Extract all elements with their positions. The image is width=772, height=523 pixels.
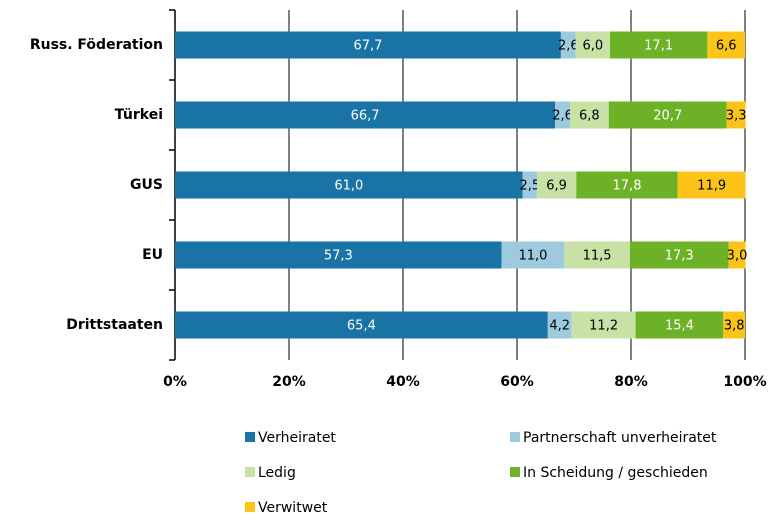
x-tick-label: 0%	[163, 374, 187, 390]
value-label: 2,6	[558, 39, 579, 54]
bar-segment	[175, 311, 548, 339]
bar-segment	[175, 171, 523, 199]
value-label: 15,4	[665, 319, 694, 334]
bar-segment	[571, 311, 636, 339]
value-label: 3,0	[727, 249, 748, 264]
bar-segment	[608, 101, 727, 129]
value-label: 65,4	[347, 319, 376, 334]
x-tick-label: 20%	[272, 374, 306, 390]
value-label: 4,2	[549, 319, 570, 334]
bar-segment	[560, 31, 576, 59]
bar-segment	[175, 241, 502, 269]
bar-segment	[609, 31, 708, 59]
value-label: 6,0	[582, 39, 603, 54]
legend-swatch	[245, 502, 255, 512]
bar-segment	[175, 31, 561, 59]
bar-segment	[555, 101, 571, 129]
value-label: 67,7	[353, 39, 382, 54]
legend-label: Verwitwet	[258, 500, 328, 516]
bar-segment	[629, 241, 729, 269]
value-label: 2,6	[552, 109, 573, 124]
value-label: 20,7	[653, 109, 682, 124]
value-label: 11,2	[589, 319, 618, 334]
x-tick-label: 80%	[614, 374, 648, 390]
bar-segment	[677, 171, 746, 199]
value-label: 11,0	[518, 249, 547, 264]
bar-segment	[635, 311, 724, 339]
bar-segment	[575, 31, 610, 59]
value-label: 3,3	[726, 109, 747, 124]
value-label: 66,7	[351, 109, 380, 124]
value-label: 17,1	[644, 39, 673, 54]
value-label: 6,9	[546, 179, 567, 194]
bar-segment	[536, 171, 577, 199]
value-label: 6,6	[716, 39, 737, 54]
value-label: 57,3	[324, 249, 353, 264]
value-label: 17,8	[613, 179, 642, 194]
bar-segment	[501, 241, 565, 269]
value-label: 3,8	[724, 319, 745, 334]
bar-segment	[726, 101, 746, 129]
bar-segment	[728, 241, 746, 269]
legend-swatch	[510, 467, 520, 477]
legend-swatch	[245, 467, 255, 477]
x-tick-label: 100%	[723, 374, 766, 390]
legend-label: Ledig	[258, 465, 296, 481]
bar-segment	[570, 101, 609, 129]
legend-label: Partnerschaft unverheiratet	[523, 430, 717, 446]
x-tick-label: 60%	[500, 374, 534, 390]
y-tick-label: Russ. Föderation	[30, 37, 163, 53]
legend-label: In Scheidung / geschieden	[523, 465, 708, 481]
value-label: 17,3	[665, 249, 694, 264]
x-tick-label: 40%	[386, 374, 420, 390]
bar-segment	[564, 241, 630, 269]
value-label: 6,8	[579, 109, 600, 124]
y-tick-label: EU	[142, 247, 163, 263]
bar-segment	[175, 101, 556, 129]
bar-segment	[723, 311, 745, 339]
value-label: 11,5	[583, 249, 612, 264]
legend-label: Verheiratet	[258, 430, 336, 446]
y-tick-label: Türkei	[115, 107, 163, 123]
value-label: 11,9	[697, 179, 726, 194]
bar-segment	[576, 171, 678, 199]
bar-segment	[522, 171, 537, 199]
y-tick-label: Drittstaaten	[66, 317, 163, 333]
bar-segment	[707, 31, 745, 59]
value-label: 61,0	[334, 179, 363, 194]
bar-segment	[547, 311, 572, 339]
legend-swatch	[245, 432, 255, 442]
value-label: 2,5	[519, 179, 540, 194]
y-tick-label: GUS	[130, 177, 163, 193]
legend-swatch	[510, 432, 520, 442]
